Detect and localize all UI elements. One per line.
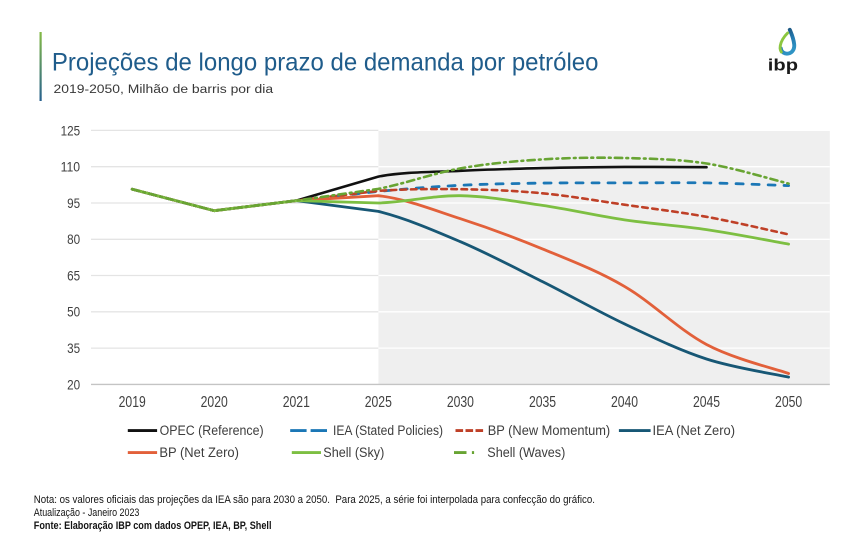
svg-text:2035: 2035 [529, 394, 556, 411]
svg-text:BP (New Momentum): BP (New Momentum) [488, 423, 611, 438]
svg-text:80: 80 [67, 232, 80, 247]
svg-text:95: 95 [67, 196, 80, 211]
svg-text:2040: 2040 [611, 394, 638, 411]
svg-text:2045: 2045 [693, 394, 720, 411]
svg-text:2021: 2021 [283, 394, 310, 411]
svg-text:IEA (Stated Policies): IEA (Stated Policies) [333, 423, 443, 438]
svg-text:50: 50 [67, 305, 80, 320]
svg-text:Fonte: Elaboração IBP com dado: Fonte: Elaboração IBP com dados OPEP, IE… [34, 520, 272, 532]
svg-text:2050: 2050 [775, 394, 802, 411]
svg-text:Shell (Sky): Shell (Sky) [323, 445, 384, 460]
svg-text:110: 110 [61, 160, 81, 175]
svg-text:2019-2050, Milhão de barris po: 2019-2050, Milhão de barris por dia [54, 84, 274, 96]
svg-text:2030: 2030 [447, 394, 474, 411]
svg-text:Shell (Waves): Shell (Waves) [487, 445, 565, 460]
svg-text:2019: 2019 [119, 394, 146, 411]
svg-text:Projeções de longo prazo de de: Projeções de longo prazo de demanda por … [52, 49, 599, 77]
svg-text:35: 35 [67, 341, 80, 356]
svg-text:2020: 2020 [201, 394, 228, 411]
svg-text:OPEC (Reference): OPEC (Reference) [160, 423, 264, 438]
svg-text:Atualização - Janeiro 2023: Atualização - Janeiro 2023 [34, 507, 140, 519]
svg-text:Nota: os valores oficiais das: Nota: os valores oficiais das projeções … [34, 494, 595, 506]
svg-text:20: 20 [67, 377, 80, 392]
svg-text:BP (Net Zero): BP (Net Zero) [159, 445, 239, 460]
svg-text:2025: 2025 [365, 394, 392, 411]
svg-text:IEA (Net Zero): IEA (Net Zero) [653, 423, 736, 438]
svg-text:65: 65 [67, 268, 80, 283]
svg-text:ibp: ibp [768, 56, 798, 74]
svg-text:125: 125 [61, 123, 81, 138]
